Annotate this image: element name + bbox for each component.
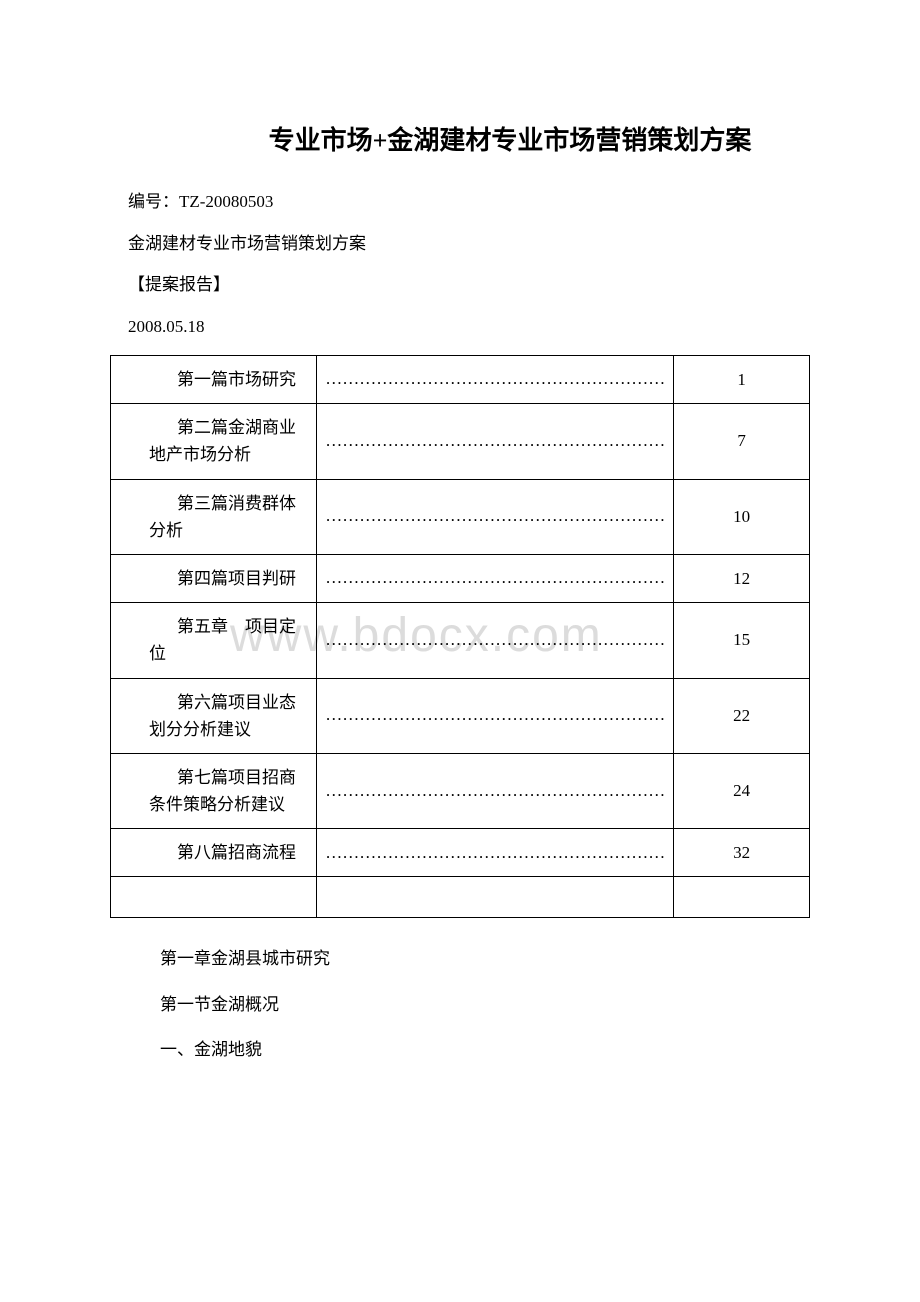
table-row: 第八篇招商流程……………………………………………………32 bbox=[111, 829, 810, 877]
toc-empty-cell bbox=[674, 877, 810, 918]
section-heading: 第一节金湖概况 bbox=[128, 992, 810, 1018]
toc-chapter-cell: 第三篇消费群体分析 bbox=[111, 479, 317, 554]
report-type: 【提案报告】 bbox=[128, 272, 810, 298]
toc-page-cell: 32 bbox=[674, 829, 810, 877]
table-row: 第七篇项目招商条件策略分析建议……………………………………………………24 bbox=[111, 753, 810, 828]
document-title: 专业市场+金湖建材专业市场营销策划方案 bbox=[210, 120, 810, 157]
toc-chapter-cell: 第一篇市场研究 bbox=[111, 356, 317, 404]
toc-dots-cell: …………………………………………………… bbox=[317, 479, 674, 554]
document-number: 编号：TZ-20080503 bbox=[128, 189, 810, 215]
toc-chapter-cell: 第七篇项目招商条件策略分析建议 bbox=[111, 753, 317, 828]
toc-dots-cell: …………………………………………………… bbox=[317, 404, 674, 479]
toc-dots-cell: …………………………………………………… bbox=[317, 829, 674, 877]
table-row: 第一篇市场研究……………………………………………………1 bbox=[111, 356, 810, 404]
doc-number-value: TZ-20080503 bbox=[179, 192, 273, 211]
toc-empty-cell bbox=[317, 877, 674, 918]
document-subtitle: 金湖建材专业市场营销策划方案 bbox=[128, 231, 810, 257]
toc-dots-cell: …………………………………………………… bbox=[317, 678, 674, 753]
table-row bbox=[111, 877, 810, 918]
table-row: 第六篇项目业态划分分析建议……………………………………………………22 bbox=[111, 678, 810, 753]
table-row: 第五章 项目定位……………………………………………………15 bbox=[111, 603, 810, 678]
toc-dots-cell: …………………………………………………… bbox=[317, 603, 674, 678]
toc-chapter-cell: 第二篇金湖商业地产市场分析 bbox=[111, 404, 317, 479]
table-row: 第二篇金湖商业地产市场分析……………………………………………………7 bbox=[111, 404, 810, 479]
toc-page-cell: 1 bbox=[674, 356, 810, 404]
toc-page-cell: 22 bbox=[674, 678, 810, 753]
doc-number-label: 编号： bbox=[128, 192, 179, 211]
document-date: 2008.05.18 bbox=[128, 314, 810, 340]
toc-chapter-cell: 第五章 项目定位 bbox=[111, 603, 317, 678]
toc-chapter-cell: 第六篇项目业态划分分析建议 bbox=[111, 678, 317, 753]
toc-chapter-cell: 第四篇项目判研 bbox=[111, 554, 317, 602]
toc-tbody: 第一篇市场研究……………………………………………………1第二篇金湖商业地产市场分… bbox=[111, 356, 810, 918]
toc-page-cell: 7 bbox=[674, 404, 810, 479]
toc-page-cell: 12 bbox=[674, 554, 810, 602]
section-heading: 第一章金湖县城市研究 bbox=[128, 946, 810, 972]
toc-page-cell: 10 bbox=[674, 479, 810, 554]
toc-table: 第一篇市场研究……………………………………………………1第二篇金湖商业地产市场分… bbox=[110, 355, 810, 918]
toc-dots-cell: …………………………………………………… bbox=[317, 554, 674, 602]
toc-page-cell: 24 bbox=[674, 753, 810, 828]
toc-empty-cell bbox=[111, 877, 317, 918]
table-row: 第三篇消费群体分析……………………………………………………10 bbox=[111, 479, 810, 554]
toc-page-cell: 15 bbox=[674, 603, 810, 678]
toc-dots-cell: …………………………………………………… bbox=[317, 753, 674, 828]
section-heading: 一、金湖地貌 bbox=[128, 1037, 810, 1063]
table-row: 第四篇项目判研……………………………………………………12 bbox=[111, 554, 810, 602]
toc-dots-cell: …………………………………………………… bbox=[317, 356, 674, 404]
toc-chapter-cell: 第八篇招商流程 bbox=[111, 829, 317, 877]
